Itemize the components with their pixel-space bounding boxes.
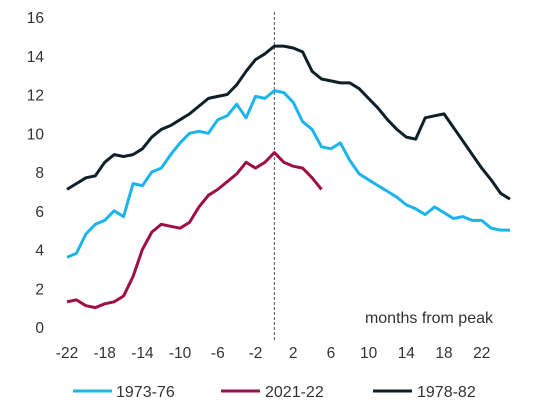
- y-tick-label: 12: [27, 88, 44, 105]
- y-tick-label: 8: [35, 165, 44, 182]
- x-tick-label: -10: [169, 345, 192, 362]
- x-tick-label: 14: [398, 345, 416, 362]
- legend-label-1: 2021-22: [265, 384, 324, 401]
- x-axis: -22 -18 -14 -10 -6 -2 2 6 10 14 18 22: [56, 345, 491, 362]
- x-tick-label: -6: [211, 345, 225, 362]
- x-axis-annotation: months from peak: [365, 310, 494, 327]
- series-line-0: [66, 89, 510, 259]
- series-lines: [66, 44, 511, 310]
- x-tick-label: -18: [93, 345, 115, 362]
- x-tick-label: 18: [435, 345, 452, 362]
- legend-label-2: 1978-82: [417, 384, 476, 401]
- x-tick-label: 22: [473, 345, 490, 362]
- y-tick-label: 0: [35, 320, 44, 337]
- y-tick-label: 16: [27, 10, 44, 27]
- y-tick-label: 14: [27, 49, 45, 66]
- y-tick-label: 2: [35, 281, 44, 298]
- x-tick-label: 10: [360, 345, 378, 362]
- y-tick-label: 4: [35, 243, 44, 260]
- x-tick-label: 6: [327, 345, 336, 362]
- y-tick-label: 10: [27, 126, 45, 143]
- series-line-1: [66, 151, 323, 310]
- legend-label-0: 1973-76: [116, 384, 175, 401]
- series-line-2: [66, 44, 511, 201]
- x-tick-label: -22: [56, 345, 78, 362]
- y-axis: 0 2 4 6 8 10 12 14 16: [27, 10, 45, 337]
- x-tick-label: -14: [131, 345, 154, 362]
- x-tick-label: -2: [249, 345, 263, 362]
- y-tick-label: 6: [35, 204, 44, 221]
- x-tick-label: 2: [289, 345, 298, 362]
- legend: 1973-76 2021-22 1978-82: [73, 384, 476, 401]
